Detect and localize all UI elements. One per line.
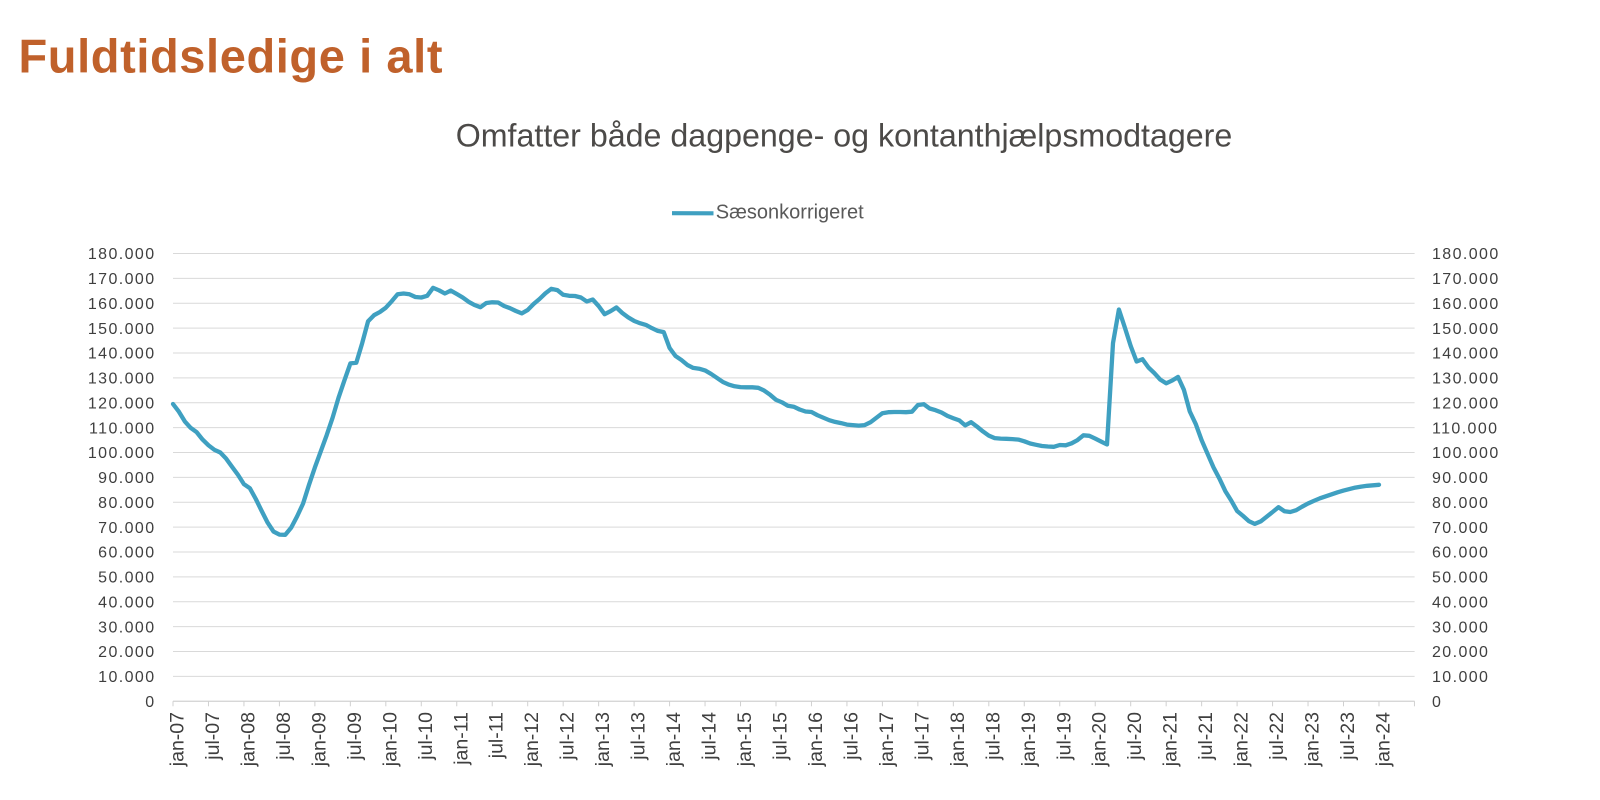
svg-text:jul-15: jul-15: [769, 712, 791, 761]
svg-text:jan-09: jan-09: [308, 712, 330, 767]
svg-text:120.000: 120.000: [88, 395, 156, 412]
svg-text:120.000: 120.000: [1432, 395, 1500, 412]
svg-text:40.000: 40.000: [98, 594, 155, 611]
svg-text:100.000: 100.000: [88, 445, 156, 462]
svg-text:jan-15: jan-15: [734, 712, 756, 767]
svg-text:140.000: 140.000: [88, 346, 156, 363]
svg-text:jul-21: jul-21: [1195, 712, 1217, 761]
svg-text:jan-19: jan-19: [1018, 712, 1040, 767]
svg-text:0: 0: [145, 694, 155, 711]
svg-text:Omfatter både dagpenge- og kon: Omfatter både dagpenge- og kontanthjælps…: [456, 118, 1233, 154]
svg-text:jul-13: jul-13: [628, 712, 650, 761]
svg-text:jan-13: jan-13: [592, 712, 614, 767]
svg-text:jan-11: jan-11: [450, 712, 472, 766]
svg-text:160.000: 160.000: [1432, 296, 1500, 313]
svg-text:130.000: 130.000: [88, 371, 156, 388]
svg-text:jan-24: jan-24: [1372, 712, 1394, 767]
svg-text:130.000: 130.000: [1432, 371, 1500, 388]
svg-text:jan-22: jan-22: [1231, 712, 1253, 767]
svg-text:170.000: 170.000: [88, 271, 156, 288]
svg-text:70.000: 70.000: [98, 520, 155, 537]
svg-text:jan-23: jan-23: [1302, 712, 1324, 767]
svg-text:80.000: 80.000: [98, 495, 155, 512]
svg-text:Fuldtidsledige i alt: Fuldtidsledige i alt: [19, 30, 444, 83]
svg-text:180.000: 180.000: [88, 246, 156, 263]
svg-text:jul-16: jul-16: [840, 712, 862, 761]
svg-text:jul-19: jul-19: [1053, 712, 1075, 761]
svg-text:160.000: 160.000: [88, 296, 156, 313]
svg-text:60.000: 60.000: [98, 545, 155, 562]
svg-text:90.000: 90.000: [1432, 470, 1489, 487]
svg-text:jul-23: jul-23: [1337, 712, 1359, 761]
svg-text:jul-12: jul-12: [557, 712, 579, 761]
svg-text:jan-21: jan-21: [1160, 712, 1182, 767]
svg-text:50.000: 50.000: [1432, 570, 1489, 587]
svg-text:80.000: 80.000: [1432, 495, 1489, 512]
svg-text:170.000: 170.000: [1432, 271, 1500, 288]
svg-text:90.000: 90.000: [98, 470, 155, 487]
svg-text:50.000: 50.000: [98, 570, 155, 587]
svg-text:10.000: 10.000: [98, 669, 155, 686]
svg-text:Sæsonkorrigeret: Sæsonkorrigeret: [716, 201, 864, 223]
svg-text:jul-22: jul-22: [1266, 712, 1288, 761]
svg-text:jan-14: jan-14: [663, 712, 685, 767]
svg-text:jan-07: jan-07: [167, 712, 189, 767]
svg-text:jul-17: jul-17: [911, 712, 933, 761]
svg-text:jul-10: jul-10: [415, 712, 437, 761]
svg-text:jan-20: jan-20: [1089, 712, 1111, 767]
svg-text:jan-10: jan-10: [379, 712, 401, 767]
svg-text:10.000: 10.000: [1432, 669, 1489, 686]
svg-text:jul-11: jul-11: [486, 712, 508, 759]
svg-text:jan-17: jan-17: [876, 712, 898, 767]
svg-text:20.000: 20.000: [1432, 644, 1489, 661]
svg-text:jul-07: jul-07: [202, 712, 224, 761]
svg-text:jul-09: jul-09: [344, 712, 366, 761]
svg-text:0: 0: [1432, 694, 1442, 711]
svg-text:40.000: 40.000: [1432, 594, 1489, 611]
svg-text:jul-08: jul-08: [273, 712, 295, 761]
svg-text:60.000: 60.000: [1432, 545, 1489, 562]
svg-text:150.000: 150.000: [1432, 321, 1500, 338]
svg-text:30.000: 30.000: [98, 619, 155, 636]
svg-text:30.000: 30.000: [1432, 619, 1489, 636]
svg-text:100.000: 100.000: [1432, 445, 1500, 462]
svg-text:jan-16: jan-16: [805, 712, 827, 767]
svg-text:jan-18: jan-18: [947, 712, 969, 767]
svg-text:70.000: 70.000: [1432, 520, 1489, 537]
svg-text:150.000: 150.000: [88, 321, 156, 338]
svg-text:180.000: 180.000: [1432, 246, 1500, 263]
svg-text:140.000: 140.000: [1432, 346, 1500, 363]
svg-text:jul-18: jul-18: [982, 712, 1004, 761]
svg-text:jan-08: jan-08: [237, 712, 259, 767]
svg-text:20.000: 20.000: [98, 644, 155, 661]
svg-text:jul-20: jul-20: [1124, 712, 1146, 761]
svg-text:110.000: 110.000: [89, 420, 155, 437]
svg-text:jan-12: jan-12: [521, 712, 543, 767]
svg-text:110.000: 110.000: [1432, 420, 1498, 437]
svg-text:jul-14: jul-14: [699, 712, 721, 761]
